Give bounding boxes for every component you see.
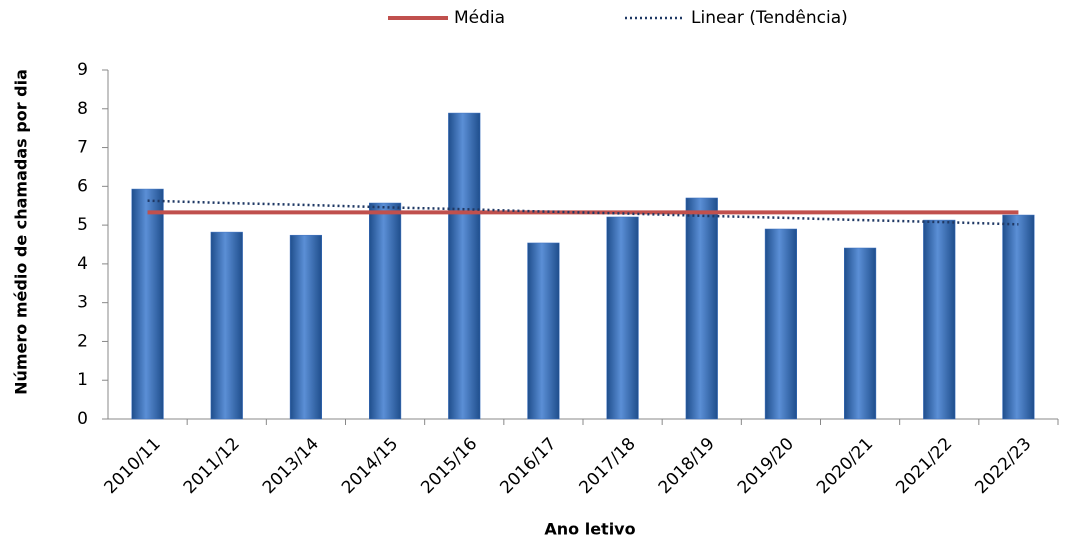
legend-label: Média: [454, 8, 505, 28]
bar: [923, 219, 956, 420]
bar: [685, 197, 718, 420]
x-tick-label: 2022/23: [971, 434, 1035, 498]
x-axis-label: Ano letivo: [544, 520, 635, 539]
x-tick-label: 2014/15: [338, 434, 402, 498]
x-tick-label: 2010/11: [101, 434, 165, 498]
legend-label: Linear (Tendência): [691, 8, 848, 28]
x-tick-label: 2016/17: [496, 434, 560, 498]
x-tick-label: 2020/21: [813, 434, 877, 498]
y-tick-label: 1: [77, 370, 88, 390]
x-tick-label: 2011/12: [180, 434, 244, 498]
bar: [210, 231, 243, 420]
bar: [527, 242, 560, 420]
bar: [844, 247, 877, 420]
x-tick-label: 2017/18: [576, 434, 640, 498]
y-tick-label: 7: [77, 138, 88, 158]
y-tick-label: 9: [77, 60, 88, 80]
y-tick-label: 2: [77, 331, 88, 351]
bar: [131, 188, 164, 420]
bar: [369, 202, 402, 420]
bar: [1002, 214, 1035, 420]
y-tick-label: 0: [77, 409, 88, 429]
bar: [606, 216, 639, 420]
bar: [764, 228, 797, 420]
y-tick-label: 4: [77, 254, 88, 274]
x-tick-label: 2013/14: [259, 434, 323, 498]
y-tick-label: 8: [77, 99, 88, 119]
x-tick-label: 2018/19: [655, 434, 719, 498]
bar: [289, 234, 323, 420]
y-tick-label: 6: [77, 176, 88, 196]
bar: [448, 112, 481, 420]
x-tick-label: 2019/20: [734, 434, 798, 498]
y-axis-label: Número médio de chamadas por dia: [12, 69, 31, 395]
y-tick-label: 3: [77, 293, 88, 313]
y-tick-label: 5: [77, 215, 88, 235]
x-tick-label: 2021/22: [892, 434, 956, 498]
x-tick-label: 2015/16: [417, 434, 481, 498]
line-series: [147, 199, 1019, 226]
